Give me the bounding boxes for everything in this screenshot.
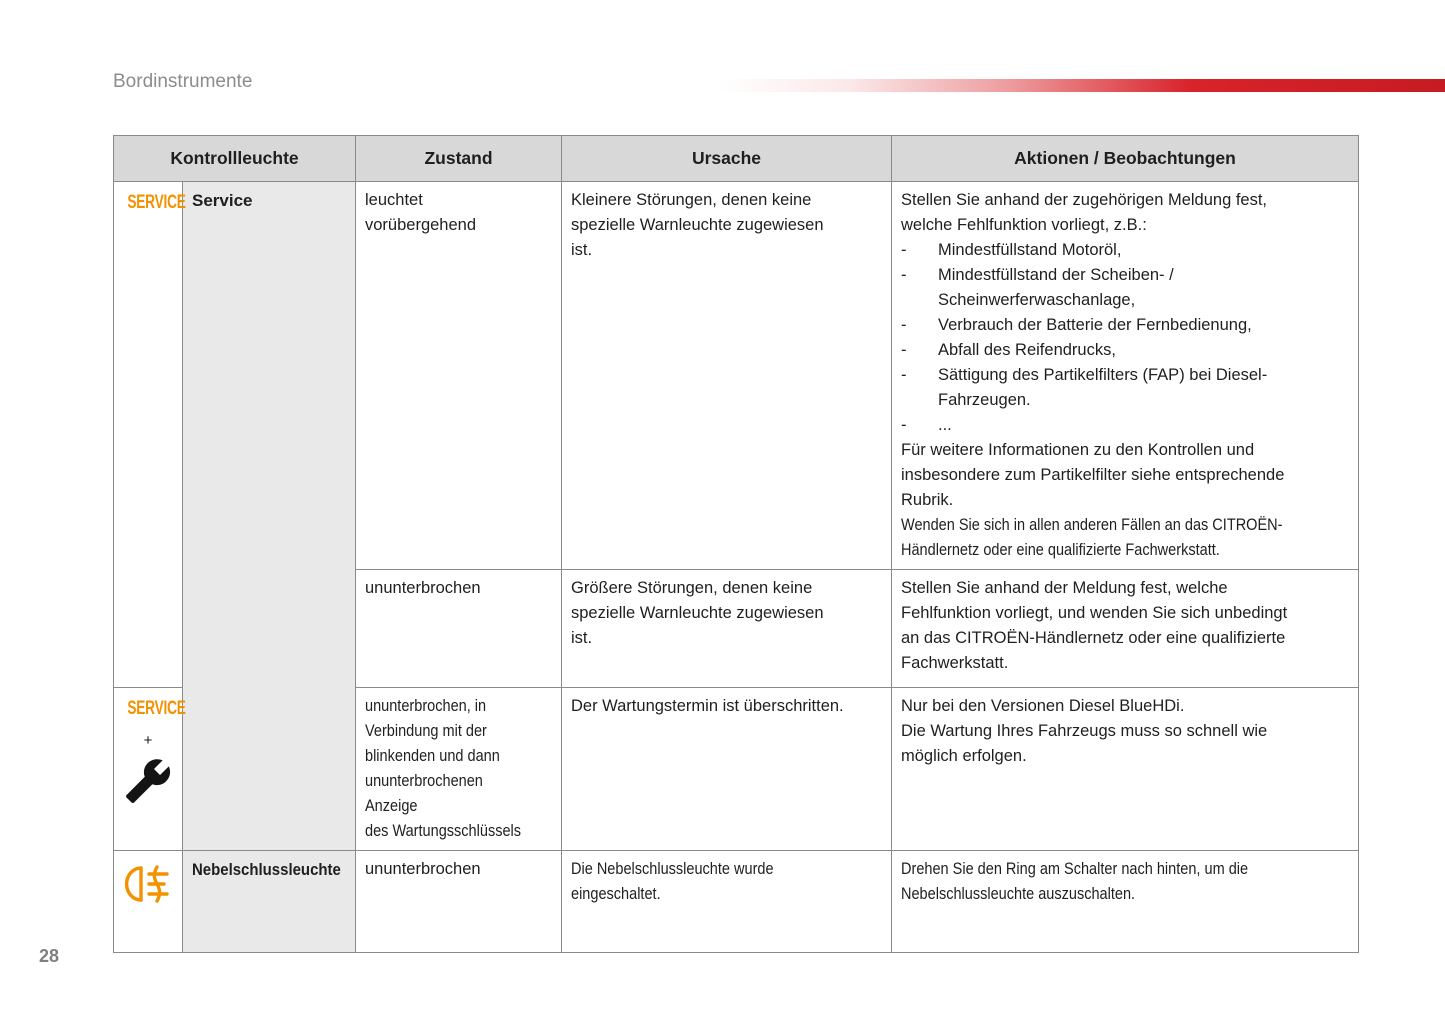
table-row-rear-fog: Nebelschlussleuchte ununterbrochen Die N… bbox=[113, 850, 1359, 953]
bullet-dash: - bbox=[901, 341, 907, 359]
indicator-table: Kontrollleuchte Zustand Ursache Aktionen… bbox=[113, 135, 1359, 953]
cell-ursache-r4: Die Nebelschlussleuchte wurde eingeschal… bbox=[561, 850, 892, 953]
cell-aktionen-r2: Stellen Sie anhand der Meldung fest, wel… bbox=[891, 569, 1359, 688]
header-kontrollleuchte: Kontrollleuchte bbox=[113, 135, 356, 182]
cell-fog-name: Nebelschlussleuchte bbox=[182, 850, 356, 953]
cell-zustand-r1: leuchtet vorübergehend bbox=[355, 181, 562, 570]
action-outro-1: Für weitere Informationen zu den Kontrol… bbox=[901, 441, 1285, 509]
table-row-service-maintenance: SERVICE + ununterbrochen, in Verbindung … bbox=[113, 687, 1359, 851]
bullet-text: ... bbox=[938, 416, 952, 434]
bullet-text: Verbrauch der Batterie der Fernbedienung… bbox=[938, 316, 1252, 334]
action-bullet-item: - Mindestfüllstand der Scheiben- / Schei… bbox=[901, 263, 1349, 313]
bullet-dash: - bbox=[901, 366, 907, 384]
cell-ursache-r2: Größere Störungen, denen keine spezielle… bbox=[561, 569, 892, 688]
bullet-dash: - bbox=[901, 266, 907, 284]
plus-sign: + bbox=[143, 732, 153, 749]
action-bullet-item: - Abfall des Reifendrucks, bbox=[901, 338, 1349, 363]
header-aktionen: Aktionen / Beobachtungen bbox=[891, 135, 1359, 182]
bullet-dash: - bbox=[901, 316, 907, 334]
action-bullet-item: - Verbrauch der Batterie der Fernbedienu… bbox=[901, 313, 1349, 338]
cell-fog-icon bbox=[113, 850, 183, 953]
page-number: 28 bbox=[39, 946, 60, 966]
cell-service-icon: SERVICE bbox=[113, 181, 186, 688]
cell-zustand-r3: ununterbrochen, in Verbindung mit der bl… bbox=[355, 687, 562, 851]
header-accent-bar bbox=[718, 79, 1445, 92]
section-title: Bordinstrumente bbox=[113, 71, 253, 92]
cell-aktionen-r3: Nur bei den Versionen Diesel BlueHDi. Di… bbox=[891, 687, 1359, 851]
action-intro: Stellen Sie anhand der zugehörigen Meldu… bbox=[901, 191, 1268, 234]
service-indicator-icon: SERVICE bbox=[127, 698, 186, 719]
action-bullet-list: - Mindestfüllstand Motoröl, - Mindestfül… bbox=[901, 238, 1349, 438]
action-bullet-item: - Mindestfüllstand Motoröl, bbox=[901, 238, 1349, 263]
action-outro-2: Wenden Sie sich in allen anderen Fällen … bbox=[901, 516, 1283, 559]
action-bullet-item: - Sättigung des Partikelfilters (FAP) be… bbox=[901, 363, 1349, 413]
header-ursache: Ursache bbox=[561, 135, 892, 182]
cell-aktionen-r1: Stellen Sie anhand der zugehörigen Meldu… bbox=[891, 181, 1359, 570]
table-row-service-continuous: ununterbrochen Größere Störungen, denen … bbox=[114, 569, 1359, 688]
table-header-row: Kontrollleuchte Zustand Ursache Aktionen… bbox=[113, 135, 1359, 182]
cell-zustand-r2: ununterbrochen bbox=[355, 569, 562, 688]
bullet-dash: - bbox=[901, 241, 907, 259]
cell-zustand-r4: ununterbrochen bbox=[355, 850, 562, 953]
service-indicator-icon: SERVICE bbox=[127, 192, 186, 213]
cell-ursache-r1: Kleinere Störungen, denen keine speziell… bbox=[561, 181, 892, 570]
bullet-text: Abfall des Reifendrucks, bbox=[938, 341, 1116, 359]
bullet-dash: - bbox=[901, 416, 907, 434]
cell-service-wrench-icon: SERVICE + bbox=[113, 687, 186, 851]
action-bullet-item: - ... bbox=[901, 413, 1349, 438]
cell-aktionen-r4: Drehen Sie den Ring am Schalter nach hin… bbox=[891, 850, 1359, 953]
bullet-text: Mindestfüllstand der Scheiben- / Scheinw… bbox=[938, 266, 1174, 309]
cell-service-name: Service bbox=[182, 181, 356, 851]
bullet-text: Sättigung des Partikelfilters (FAP) bei … bbox=[938, 366, 1268, 409]
rear-fog-light-icon bbox=[116, 859, 180, 913]
header-zustand: Zustand bbox=[355, 135, 562, 182]
bullet-text: Mindestfüllstand Motoröl, bbox=[938, 241, 1122, 259]
cell-ursache-r3: Der Wartungstermin ist überschritten. bbox=[561, 687, 892, 851]
wrench-icon bbox=[116, 757, 180, 813]
table-row-service-temporary: SERVICE Service leuchtet vorübergehend K… bbox=[113, 181, 1359, 851]
